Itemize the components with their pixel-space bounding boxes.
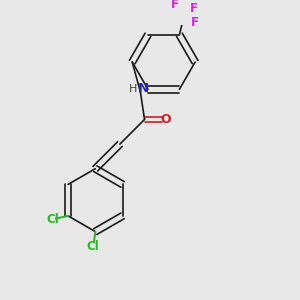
Text: Cl: Cl [46,214,59,226]
Text: Cl: Cl [86,240,99,253]
Text: F: F [191,16,199,29]
Text: N: N [138,82,149,94]
Text: F: F [171,0,179,11]
Text: O: O [160,113,171,126]
Text: H: H [129,84,137,94]
Text: F: F [190,2,198,15]
